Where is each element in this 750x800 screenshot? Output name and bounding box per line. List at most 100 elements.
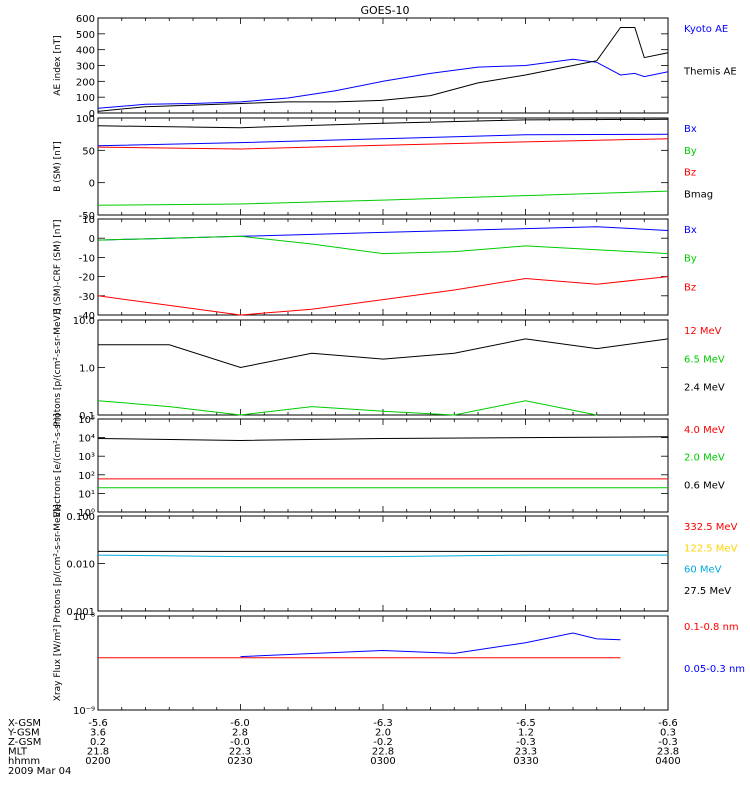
y-tick-label: 10⁻⁸ <box>73 612 95 623</box>
legend-label: 12 MeV <box>684 326 722 337</box>
y-tick-label: 10 <box>82 215 95 226</box>
footer-cell: 0400 <box>655 756 680 767</box>
legend-label: 60 MeV <box>684 565 722 576</box>
y-tick-label: 10⁵ <box>78 415 95 426</box>
series-line-red <box>97 276 669 316</box>
panel-1: -50 0 50 100 B (SM) [nT] Bx By Bz Bmag <box>53 114 713 222</box>
panel-3: 0.1 1.0 10.0 Protons [p/(cm²-s-sr-MeV)] 12 M… <box>53 308 725 426</box>
series-line-black <box>97 436 669 442</box>
series-line-blue <box>240 632 621 658</box>
y-tick-label: 10.0 <box>73 316 95 327</box>
footer-ephemeris: X-GSM -5.6 -6.0 -6.3 -6.5 -6.6 Y-GSM 3.6 2.8 2.0 1… <box>7 718 681 767</box>
y-tick-label: 10² <box>78 471 95 482</box>
footer-cell: -5.6 <box>88 718 108 729</box>
footer-row-label: X-GSM <box>8 718 41 729</box>
footer-cell: -6.3 <box>373 718 393 729</box>
series-line-black <box>97 118 669 129</box>
footer-cell: 0330 <box>513 756 538 767</box>
footer-row-label: Z-GSM <box>8 737 41 748</box>
y-axis-label: Electrons [e/(cm²-s-sr)] <box>53 414 63 518</box>
y-tick-label: 100 <box>76 114 95 125</box>
legend-label: Bx <box>684 225 697 236</box>
y-tick-label: 300 <box>76 62 95 73</box>
y-axis-label: Protons [p/(cm²-s-sr-MeV)] <box>53 308 63 426</box>
y-tick-label: 10⁴ <box>78 434 95 445</box>
legend-label: 6.5 MeV <box>684 354 725 365</box>
legend-label: Bx <box>684 124 697 135</box>
footer-cell: 22.8 <box>372 747 394 758</box>
legend-label: Bz <box>684 282 696 293</box>
y-tick-label: 500 <box>76 30 95 41</box>
series-line-red <box>97 138 669 150</box>
y-tick-label: 10³ <box>78 452 95 463</box>
plot-title: GOES-10 <box>360 4 409 17</box>
footer-cell: 0.3 <box>660 728 676 739</box>
y-tick-label: 0.010 <box>66 560 95 571</box>
panel-frame <box>97 218 669 316</box>
panel-6: 10⁻⁹ 10⁻⁸ Xray Flux [W/m²] 0.1-0.8 nm 0.05-0… <box>53 612 745 717</box>
y-tick-label: 400 <box>76 46 95 57</box>
panel-frame <box>97 515 669 612</box>
y-tick-label: -30 <box>79 292 95 303</box>
y-tick-label: 0 <box>89 179 95 190</box>
legend-label: Bz <box>684 168 696 179</box>
legend-label: 4.0 MeV <box>684 425 725 436</box>
y-tick-label: 0.100 <box>66 512 95 523</box>
panel-frame <box>97 418 669 513</box>
legend-label: 0.1-0.8 nm <box>684 622 739 633</box>
panel-frame <box>97 615 669 711</box>
footer-cell: 0230 <box>227 756 252 767</box>
y-tick-label: 200 <box>76 77 95 88</box>
panel-frame <box>97 17 669 114</box>
y-tick-label: 0 <box>89 109 95 120</box>
y-tick-label: -20 <box>79 273 95 284</box>
footer-row-label: MLT <box>8 747 28 758</box>
panel-0: 0 100 200 300 400 500 600 AE index [nT] Kyoto AE… <box>53 14 737 120</box>
footer-cell: 0200 <box>85 756 110 767</box>
footer-cell: -0.2 <box>373 737 393 748</box>
series-line-blue <box>97 58 669 109</box>
series-line-black <box>98 338 669 369</box>
y-tick-label: 0 <box>89 234 95 245</box>
series-line-cyan <box>97 554 668 558</box>
series-line-green <box>97 400 597 416</box>
legend-label: 27.5 MeV <box>684 586 731 597</box>
legend-label: By <box>684 254 697 265</box>
series-line-green <box>97 235 669 255</box>
footer-cell: -6.0 <box>230 718 250 729</box>
y-tick-label: 50 <box>82 146 95 157</box>
legend-label: 2.0 MeV <box>684 453 725 464</box>
legend-label: 2.4 MeV <box>684 383 725 394</box>
y-axis-label: B (SM) [nT] <box>53 141 63 192</box>
footer-row-label: Y-GSM <box>7 728 40 739</box>
series-line-blue <box>97 133 669 147</box>
footer-cell: -0.3 <box>516 737 536 748</box>
y-axis-label: AE index [nT] <box>53 35 63 95</box>
series-line-black <box>97 27 669 112</box>
y-tick-label: 1.0 <box>79 364 95 375</box>
legend-label: Bmag <box>684 189 713 200</box>
legend-label: Themis AE <box>683 67 737 78</box>
y-tick-label: 0.1 <box>79 411 95 422</box>
footer-cell: 21.8 <box>87 747 109 758</box>
y-tick-label: 600 <box>76 14 95 25</box>
y-tick-label: 10¹ <box>78 489 95 500</box>
footer-row-label: hhmm <box>8 756 40 767</box>
y-axis-label: B (SM)-CRF (SM) [nT] <box>53 220 63 315</box>
legend-label: 0.05-0.3 nm <box>684 664 745 675</box>
y-tick-label: 0.001 <box>66 607 95 618</box>
legend-label: 0.6 MeV <box>684 480 725 491</box>
legend-label: 122.5 MeV <box>684 543 738 554</box>
y-tick-label: -10 <box>79 253 95 264</box>
footer-cell: 0300 <box>370 756 395 767</box>
footer-cell: -0.0 <box>230 737 250 748</box>
date-label: 2009 Mar 04 <box>8 766 71 777</box>
y-tick-label: 100 <box>76 93 95 104</box>
series-line-green <box>97 190 669 206</box>
panel-4: 10⁰ 10¹ 10² 10³ 10⁴ 10⁵ Electrons [e/(cm²-s-sr… <box>53 414 725 519</box>
y-tick-label: -40 <box>79 311 95 322</box>
y-tick-label: 10⁻⁹ <box>73 706 95 717</box>
